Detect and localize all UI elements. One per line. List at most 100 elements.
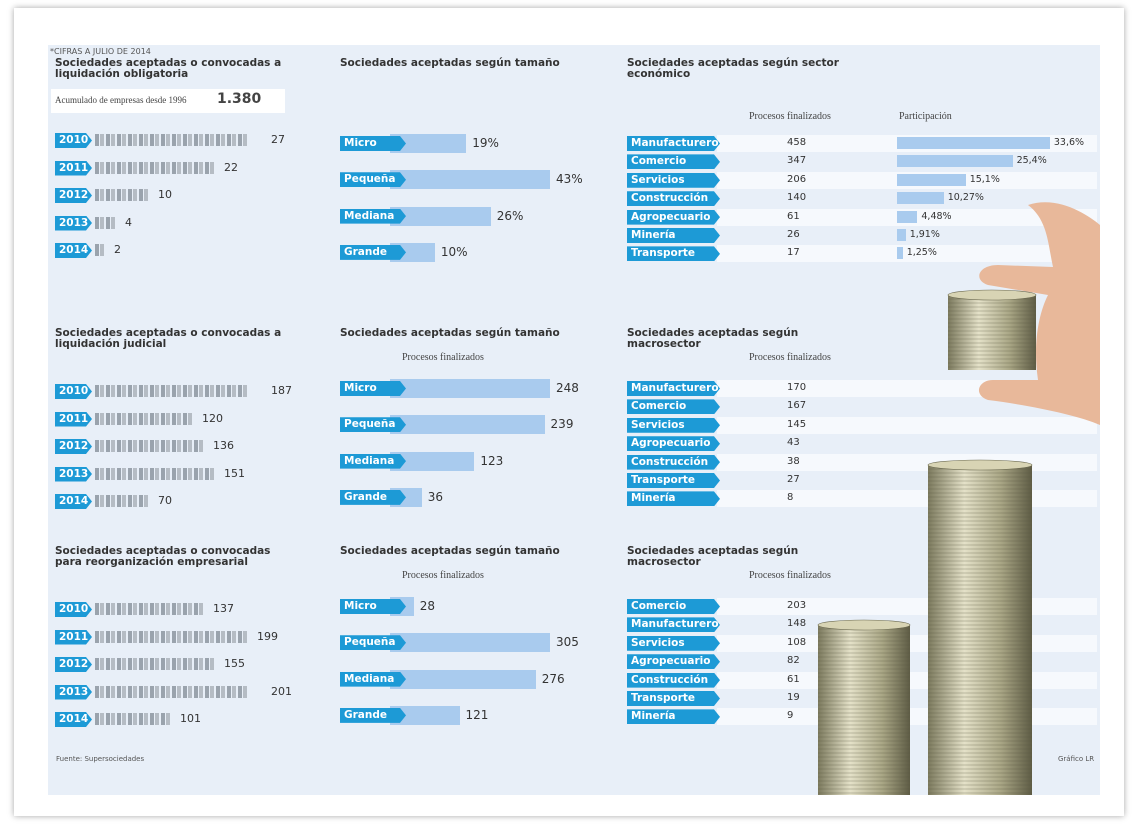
size-label: Pequeña: [340, 417, 406, 432]
credit: Gráfico LR: [1058, 755, 1095, 763]
bar: [390, 134, 467, 153]
value-label: 22: [224, 160, 238, 174]
subtitle: Acumulado de empresas desde 1996: [55, 95, 187, 105]
icon-row: [95, 658, 216, 670]
sector-label: Comercio: [627, 399, 720, 414]
sector-label: Transporte: [627, 473, 720, 488]
share-bar: [897, 173, 966, 186]
icon-row: [95, 244, 106, 256]
icon-row: [95, 467, 216, 480]
value-label: 248: [556, 381, 579, 395]
size-label: Micro: [340, 381, 406, 396]
size-label: Mediana: [340, 209, 406, 224]
value: 19: [787, 692, 800, 703]
value-label: 123: [480, 453, 504, 468]
icon-row: [95, 385, 249, 397]
bar: [390, 170, 550, 190]
sector-label: Agropecuario: [627, 210, 720, 225]
value-label: 239: [550, 417, 574, 432]
sector-label: Transporte: [627, 691, 720, 706]
bar: [390, 669, 536, 689]
subtitle: Procesos finalizados: [749, 570, 831, 581]
icon-row: [95, 630, 249, 643]
value-label: 4: [125, 215, 132, 229]
icon-row: [95, 216, 117, 229]
share-bar: [897, 247, 903, 260]
bar: [390, 705, 460, 725]
value: 61: [787, 673, 800, 685]
sector-label: Comercio: [627, 599, 720, 614]
total-box: [51, 89, 285, 113]
sector-label: Manufacturero: [627, 136, 720, 151]
sector-label: Construcción: [627, 455, 720, 470]
value: 167: [787, 400, 807, 412]
value-label: 137: [213, 602, 234, 615]
year-label: 2014: [55, 243, 92, 258]
value: 108: [787, 636, 807, 648]
value-label: 26%: [496, 208, 524, 223]
value: 347: [787, 155, 807, 167]
value: 17: [787, 247, 800, 259]
value: 38: [787, 455, 800, 467]
bar: [390, 415, 545, 435]
year-label: 2014: [55, 712, 92, 727]
value: 203: [787, 600, 807, 611]
value-label: 136: [213, 439, 234, 452]
row-stripe: [717, 416, 1097, 434]
value: 145: [787, 418, 807, 430]
share-bar: [897, 155, 1013, 168]
share-label: 4,48%: [921, 210, 952, 222]
share-label: 1,91%: [909, 229, 940, 240]
value: 61: [787, 210, 800, 222]
value: 27: [787, 474, 800, 485]
sector-label: Transporte: [627, 246, 720, 261]
chart-title: Sociedades aceptadas según tamaño: [340, 57, 560, 69]
year-label: 2012: [55, 188, 92, 203]
value-label: 201: [271, 684, 292, 698]
size-label: Pequeña: [340, 172, 406, 187]
chart-title: Sociedades aceptadas o convocadas para r…: [55, 545, 271, 568]
year-label: 2011: [55, 161, 92, 176]
bar: [390, 379, 550, 398]
share-bar: [897, 192, 944, 205]
icon-row: [95, 134, 249, 146]
bar: [390, 451, 475, 471]
value: 43: [787, 437, 800, 449]
value-label: 43%: [556, 172, 583, 187]
source: Fuente: Supersociedades: [56, 755, 145, 763]
sector-label: Construcción: [627, 673, 720, 688]
icon-row: [95, 603, 205, 615]
infographic: *CIFRAS A JULIO DE 2014 Fuente: Supersoc…: [48, 45, 1100, 795]
share-label: 15,1%: [969, 173, 1000, 185]
value: 170: [787, 382, 807, 393]
sector-label: Construcción: [627, 191, 720, 206]
value-label: 120: [202, 411, 223, 425]
note: *CIFRAS A JULIO DE 2014: [50, 47, 151, 56]
column-header: Participación: [899, 111, 952, 122]
sector-label: Minería: [627, 709, 720, 724]
value-label: 36: [427, 489, 444, 504]
share-label: 10,27%: [947, 192, 984, 204]
bar: [390, 633, 550, 653]
value-label: 10%: [440, 244, 468, 259]
row-stripe: [717, 245, 1097, 263]
value-label: 276: [541, 671, 565, 686]
size-label: Grande: [340, 490, 406, 505]
year-label: 2010: [55, 602, 92, 617]
share-bar: [897, 137, 1050, 149]
sector-label: Manufacturero: [627, 617, 720, 632]
total: 1.380: [217, 91, 262, 107]
share-bar: [897, 210, 918, 223]
value-label: 155: [224, 657, 245, 670]
icon-row: [95, 685, 249, 698]
value-label: 10: [158, 188, 172, 201]
value: 8: [787, 492, 794, 504]
icon-row: [95, 189, 150, 201]
value-label: 151: [224, 466, 245, 480]
year-label: 2013: [55, 467, 92, 482]
value: 458: [787, 137, 807, 148]
coins-illustration: [817, 202, 1100, 795]
sector-label: Agropecuario: [627, 436, 720, 451]
year-label: 2014: [55, 494, 92, 509]
